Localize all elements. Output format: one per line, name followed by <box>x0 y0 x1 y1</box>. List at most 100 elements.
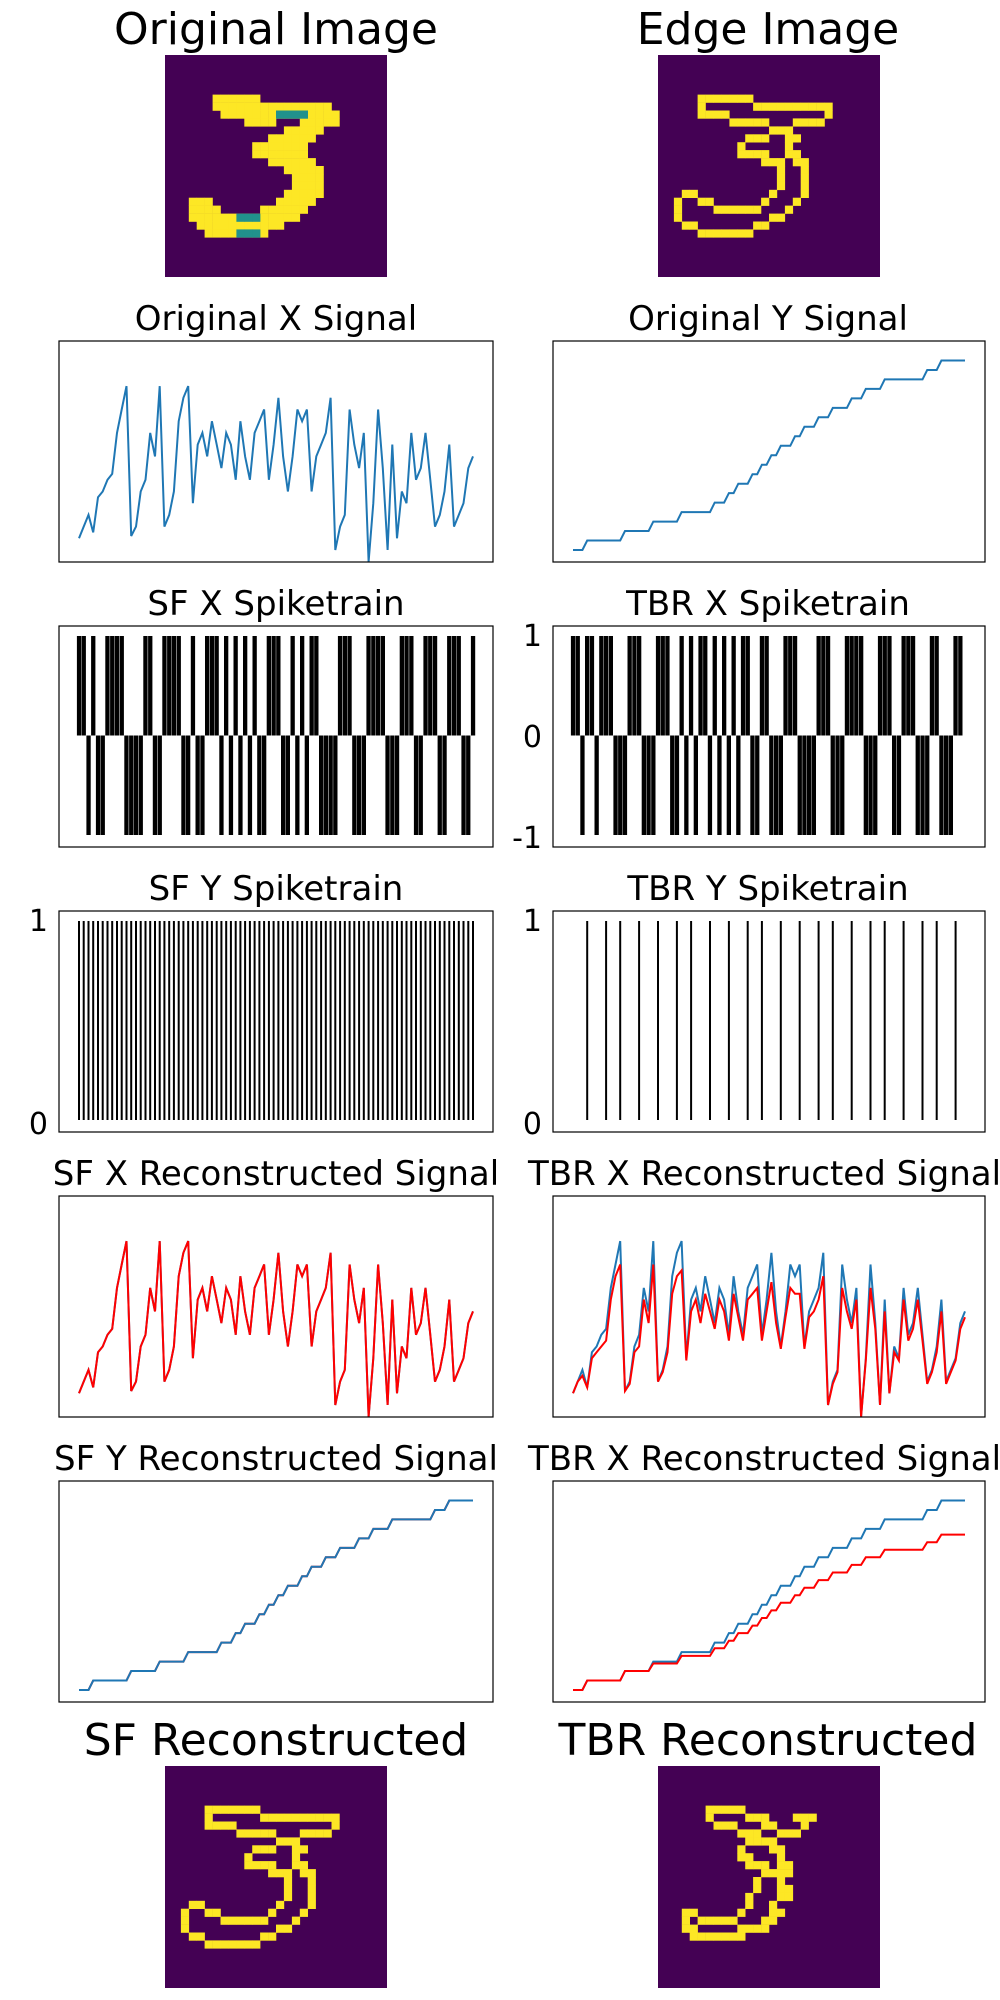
spike-bar <box>675 921 678 1120</box>
spike-bar <box>92 921 95 1120</box>
spike-bar <box>176 636 181 736</box>
spike-bar <box>638 921 641 1120</box>
pixel <box>800 181 809 191</box>
pixel <box>769 158 778 167</box>
spike-bar <box>342 636 347 736</box>
pixel <box>776 1829 786 1838</box>
pixel <box>236 94 245 103</box>
pixel <box>228 110 237 119</box>
pixel <box>745 1829 754 1838</box>
pixel <box>721 1821 730 1830</box>
pixel <box>228 102 237 111</box>
pixel <box>776 1861 786 1870</box>
spike-bar <box>731 636 736 736</box>
pixel <box>236 1805 245 1814</box>
pixel <box>737 229 746 238</box>
pixel <box>244 229 253 238</box>
pixel <box>228 1821 237 1830</box>
spike-bar <box>637 636 642 736</box>
axes-frame <box>552 1195 986 1418</box>
spike-bar <box>276 636 281 736</box>
pixel <box>268 102 277 111</box>
spike-bar <box>329 921 332 1120</box>
pixel <box>800 189 809 198</box>
pixel <box>721 1916 730 1925</box>
spike-bar <box>447 636 452 736</box>
axes-frame <box>552 340 986 563</box>
spike-bar <box>831 921 834 1120</box>
spike-bar <box>736 735 741 835</box>
pixel <box>729 1932 738 1941</box>
pixel <box>800 166 809 175</box>
spike-bar <box>817 921 820 1120</box>
spike-bar <box>247 735 253 835</box>
pixel <box>307 1813 316 1822</box>
spike-bar <box>186 735 191 835</box>
spike-bar <box>358 921 361 1120</box>
pixel <box>276 134 285 143</box>
spike-bar <box>717 735 722 835</box>
pixel <box>792 118 801 127</box>
pixel <box>753 205 762 214</box>
y-tick-label: 1 <box>29 904 48 939</box>
pixel <box>268 1829 277 1838</box>
pixel <box>705 197 714 206</box>
pixel <box>299 1861 308 1870</box>
spike-bar <box>660 636 665 736</box>
pixel <box>236 221 245 230</box>
pixel <box>721 205 730 214</box>
pixel <box>721 1932 730 1941</box>
panel-tbr-reconstructed-image: TBR Reconstructed <box>558 1715 977 1988</box>
pixel <box>721 110 730 119</box>
pixel <box>769 189 778 198</box>
spike-bar <box>347 636 352 736</box>
spike-bar <box>367 921 370 1120</box>
pixel <box>713 1932 722 1941</box>
pixel <box>307 158 316 167</box>
pixel <box>204 1908 213 1917</box>
pixel <box>283 102 293 111</box>
pixel <box>776 1908 786 1917</box>
pixel <box>244 1861 253 1870</box>
spike-bar <box>869 921 872 1120</box>
pixel <box>260 213 269 222</box>
spike-bar <box>234 921 237 1120</box>
spike-bar <box>272 921 275 1120</box>
series-line-1 <box>573 1533 965 1691</box>
pixel <box>792 134 801 143</box>
spike-bar <box>740 636 746 736</box>
pixel <box>745 1900 754 1909</box>
pixel <box>816 118 825 127</box>
pixel <box>776 181 786 191</box>
pixel <box>689 1924 698 1933</box>
pixel <box>283 1877 293 1886</box>
pixel <box>228 213 237 222</box>
pixel <box>299 110 308 119</box>
pixel <box>276 150 285 159</box>
pixel <box>784 134 794 143</box>
pixel <box>729 118 738 127</box>
pixel <box>737 94 746 103</box>
pixel <box>212 1821 221 1830</box>
spike-bar <box>333 735 338 835</box>
edge-image <box>673 94 833 238</box>
pixel <box>260 1813 269 1822</box>
spike-bar <box>148 636 153 736</box>
pixel <box>220 1821 229 1830</box>
pixel <box>769 126 778 135</box>
pixel <box>745 134 754 143</box>
axes-frame <box>552 910 986 1133</box>
spike-bar <box>154 921 156 1120</box>
spike-bar <box>356 735 362 835</box>
pixel <box>244 110 253 119</box>
spike-bar <box>339 921 342 1120</box>
pixel <box>188 213 197 222</box>
pixel <box>745 150 754 159</box>
pixel <box>276 1924 285 1933</box>
pixel <box>307 189 316 198</box>
spike-bar <box>722 636 727 736</box>
pixel <box>776 1853 786 1862</box>
pixel <box>260 229 269 238</box>
pixel <box>713 1821 722 1830</box>
pixel <box>307 134 316 143</box>
